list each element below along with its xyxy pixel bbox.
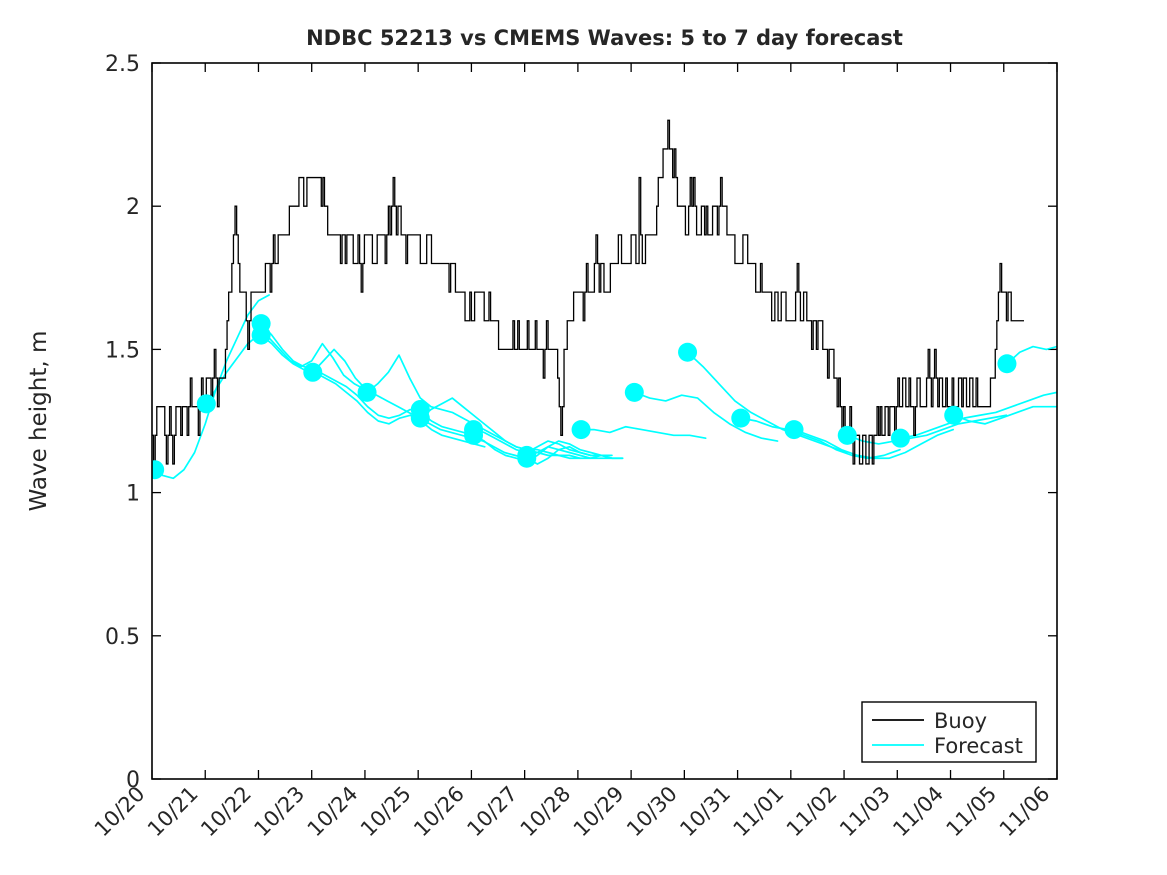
y-tick-label: 1.5: [105, 338, 140, 363]
forecast-line: [633, 391, 779, 442]
forecast-line: [580, 425, 707, 440]
x-tick-label: 10/29: [569, 782, 629, 842]
y-tick-label: 2: [126, 195, 140, 220]
forecast-marker: [464, 425, 484, 445]
forecast-marker: [410, 400, 430, 420]
y-tick-label: 0.5: [105, 625, 140, 650]
x-tick-label: 10/20: [90, 782, 150, 842]
forecast-marker: [196, 394, 216, 414]
forecast-marker: [678, 342, 698, 362]
forecast-marker: [997, 354, 1017, 374]
x-tick-label: 10/28: [516, 782, 576, 842]
forecast-line: [419, 397, 603, 460]
x-tick-label: 10/21: [143, 782, 203, 842]
forecast-marker: [890, 428, 910, 448]
forecast-marker: [944, 405, 964, 425]
y-tick-label: 2.5: [105, 52, 140, 77]
forecast-marker: [624, 382, 644, 402]
y-tick-label: 1: [126, 482, 140, 507]
y-axis-label: Wave height, m: [26, 331, 52, 512]
x-tick-label: 11/06: [995, 782, 1055, 842]
forecast-line: [260, 334, 486, 448]
forecast-marker: [303, 362, 323, 382]
forecast-marker: [784, 420, 804, 440]
data-layer: [152, 119, 1057, 480]
forecast-line: [472, 434, 613, 462]
plot-background: [152, 63, 1057, 779]
forecast-line: [899, 391, 1057, 440]
forecast-line: [686, 351, 848, 454]
forecast-marker: [837, 425, 857, 445]
x-tick-label: 11/05: [942, 782, 1002, 842]
x-tick-label: 11/04: [888, 782, 948, 842]
forecast-line: [525, 445, 624, 465]
legend-box: [861, 701, 1037, 763]
legend-label-buoy: Buoy: [934, 709, 987, 733]
x-tick-label: 10/23: [249, 782, 309, 842]
x-tick-label: 10/22: [196, 782, 256, 842]
x-tick-label: 10/27: [462, 782, 522, 842]
forecast-line: [952, 405, 1057, 425]
x-tick-label: 11/03: [835, 782, 895, 842]
x-tick-label: 11/01: [729, 782, 789, 842]
y-tick-label: 0: [126, 768, 140, 793]
forecast-marker: [357, 382, 377, 402]
x-tick-label: 10/25: [356, 782, 416, 842]
buoy-line: [152, 119, 1024, 465]
forecast-marker: [731, 408, 751, 428]
x-tick-label: 10/31: [675, 782, 735, 842]
forecast-line: [260, 322, 475, 437]
forecast-line: [205, 334, 366, 405]
forecast-line: [1006, 345, 1057, 365]
x-tick-label: 11/02: [782, 782, 842, 842]
axes-frame: [151, 62, 1058, 780]
chart-title: NDBC 52213 vs CMEMS Waves: 5 to 7 day fo…: [306, 26, 903, 50]
forecast-marker: [251, 325, 271, 345]
x-tick-label: 10/24: [303, 782, 363, 842]
legend-label-forecast: Forecast: [934, 734, 1023, 758]
forecast-marker: [571, 420, 591, 440]
forecast-marker: [152, 460, 165, 480]
forecast-marker: [517, 448, 537, 468]
x-tick-label: 10/30: [622, 782, 682, 842]
x-tick-label: 10/26: [409, 782, 469, 842]
